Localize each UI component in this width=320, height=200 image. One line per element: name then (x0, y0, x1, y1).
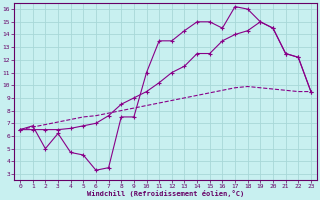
X-axis label: Windchill (Refroidissement éolien,°C): Windchill (Refroidissement éolien,°C) (87, 190, 244, 197)
